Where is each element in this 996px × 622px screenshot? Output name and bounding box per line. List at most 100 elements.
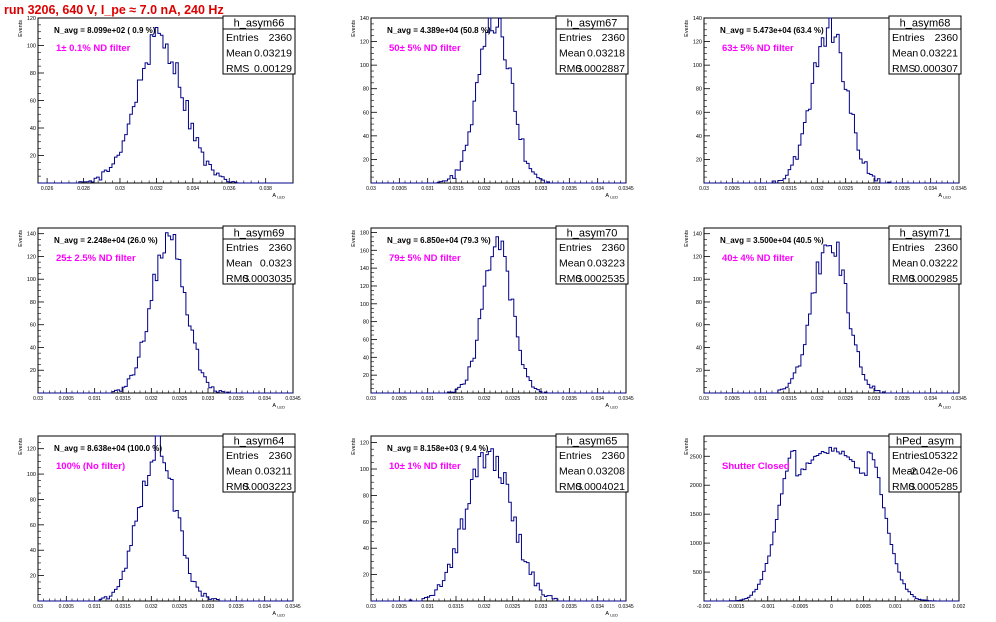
y-tick-label: 80 <box>30 497 36 503</box>
stats-box-frame <box>888 15 962 75</box>
x-tick-label: -0.0015 <box>727 604 744 610</box>
y-tick-label: 2500 <box>690 454 702 460</box>
x-tick-label: 0.0315 <box>115 396 131 402</box>
x-tick-label: 0.032 <box>811 186 824 192</box>
filter-label: 100% (No filter) <box>56 461 125 472</box>
y-tick-label: 100 <box>693 63 702 69</box>
x-tick-label: 0.0345 <box>618 396 634 402</box>
x-tick-label: 0.0335 <box>229 396 245 402</box>
x-tick-label: 0.0315 <box>448 604 464 610</box>
y-tick-label: 80 <box>30 71 36 77</box>
y-tick-label: 120 <box>360 40 369 46</box>
stats-label-entries: Entries <box>226 450 259 462</box>
y-tick-label: 20 <box>696 368 702 374</box>
x-tick-label: 0.032 <box>811 396 824 402</box>
plot-frame <box>370 227 627 394</box>
x-tick-label: 0.0305 <box>725 396 741 402</box>
x-tick-label: 0.0005 <box>856 604 872 610</box>
x-tick-label: 0.0315 <box>448 396 464 402</box>
x-tick-label: 0.026 <box>41 186 54 192</box>
y-tick-label: 120 <box>693 254 702 260</box>
x-tick-label: 0.0305 <box>725 186 741 192</box>
x-tick-label: 0.0345 <box>951 396 967 402</box>
x-tick-label: 0.0345 <box>618 186 634 192</box>
x-tick-label: 0.031 <box>421 186 434 192</box>
histogram-series <box>704 446 959 602</box>
stats-label-entries: Entries <box>892 32 925 44</box>
y-tick-label: 140 <box>693 232 702 238</box>
histogram-panel-h-asym70: 20 40 60 80 100 120 140 160 180 0.03 0.0305 0.031 0.… <box>351 225 634 410</box>
y-tick-label: 100 <box>360 467 369 473</box>
y-tick-label: 100 <box>27 472 36 478</box>
stats-label-mean: Mean <box>559 258 585 270</box>
y-axis-label: Events <box>684 438 690 455</box>
navg-label: N_avg = 2.248e+04 (26.0 %) <box>54 236 158 245</box>
y-tick-label: 120 <box>27 16 36 22</box>
x-tick-label: 0.0305 <box>392 604 408 610</box>
x-tick-label: 0.032 <box>145 396 158 402</box>
stats-label-mean: Mean <box>226 48 252 60</box>
x-tick-label: 0.031 <box>421 604 434 610</box>
x-tick-label: 0.032 <box>478 396 491 402</box>
page-title: run 3206, 640 V, I_pe ≈ 7.0 nA, 240 Hz <box>4 3 224 17</box>
x-tick-label: 0.03 <box>366 186 376 192</box>
x-tick-label: 0.03 <box>366 396 376 402</box>
y-tick-label: 100 <box>27 277 36 283</box>
x-tick-label: 0.0325 <box>505 396 521 402</box>
filter-label: 63± 5% ND filter <box>722 43 794 54</box>
x-tick-label: 0.0345 <box>285 396 301 402</box>
x-tick-label: 0.036 <box>223 186 236 192</box>
histogram-series <box>38 232 293 394</box>
y-tick-label: 20 <box>363 373 369 379</box>
x-tick-label: 0.0335 <box>562 186 578 192</box>
stats-title: hPed_asym <box>896 436 954 448</box>
x-tick-label: 0.032 <box>478 604 491 610</box>
x-tick-label: 0.031 <box>88 604 101 610</box>
stats-title: h_asym71 <box>900 228 951 240</box>
x-tick-label: 0.001 <box>889 604 902 610</box>
stats-value-mean: 0.03222 <box>920 258 958 270</box>
navg-label: N_avg = 3.500e+04 (40.5 %) <box>720 236 824 245</box>
stats-box: h_asym66 Entries 2360 Mean 0.03219 RMS 0.00129 <box>222 15 296 75</box>
y-tick-label: 1000 <box>690 541 702 547</box>
stats-value-mean: -2.042e-06 <box>907 466 958 478</box>
histogram-panel-h-asym67: 20 40 60 80 100 120 140 0.03 0.0305 0.031 0.0315 0.… <box>351 15 634 200</box>
histogram-panel-h-asym68: 20 40 60 80 100 120 140 0.03 0.0305 0.031 0.0315 0.… <box>684 15 967 200</box>
stats-value-rms: 0.0002985 <box>908 273 958 285</box>
x-tick-label: 0.0305 <box>59 396 75 402</box>
y-tick-label: 140 <box>27 232 36 238</box>
stats-label-rms: RMS <box>226 273 249 285</box>
x-tick-label: 0.0335 <box>895 396 911 402</box>
navg-label: N_avg = 6.850e+04 (79.3 %) <box>387 236 491 245</box>
x-tick-label: 0.038 <box>259 186 272 192</box>
stats-value-rms: 0.0004021 <box>575 481 625 493</box>
x-axis-label: A LED <box>605 403 618 410</box>
filter-label: Shutter Closed <box>722 461 790 472</box>
stats-label-entries: Entries <box>559 32 592 44</box>
y-tick-label: 60 <box>30 523 36 529</box>
x-tick-label: 0.0335 <box>562 604 578 610</box>
stats-box: h_asym70 Entries 2360 Mean 0.03223 RMS0.00025… <box>555 225 629 285</box>
y-tick-label: 40 <box>363 134 369 140</box>
x-axis-label: A LED <box>272 193 285 200</box>
stats-box-frame <box>888 433 962 493</box>
x-tick-label: 0.0015 <box>919 604 935 610</box>
stats-box: h_asym67 Entries 2360 Mean 0.03218 RMS0.00028… <box>555 15 629 75</box>
stats-value-entries: 105322 <box>923 450 958 462</box>
y-tick-label: 140 <box>360 16 369 22</box>
x-tick-label: 0.034 <box>591 604 604 610</box>
y-tick-label: 20 <box>696 157 702 163</box>
stats-value-mean: 0.03218 <box>587 48 625 60</box>
stats-box: h_asym64 Entries 2360 Mean 0.03211 RMS0.00032… <box>222 433 296 493</box>
y-axis-label: Events <box>351 20 357 37</box>
plot-frame <box>37 227 294 394</box>
x-tick-label: 0.034 <box>924 186 937 192</box>
x-tick-label: 0.002 <box>953 604 966 610</box>
x-tick-label: 0.034 <box>187 186 200 192</box>
y-tick-label: 120 <box>360 441 369 447</box>
histogram-series <box>371 448 626 602</box>
stats-label-entries: Entries <box>892 242 925 254</box>
filter-label: 25± 2.5% ND filter <box>56 253 136 264</box>
stats-label-mean: Mean <box>226 466 252 478</box>
